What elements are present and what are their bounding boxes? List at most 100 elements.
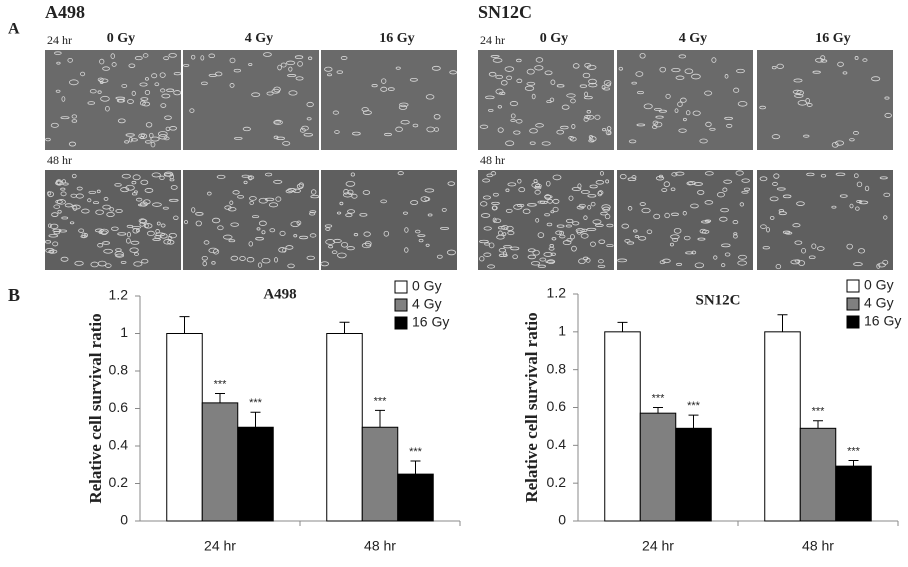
cell: [158, 133, 168, 140]
cell: [298, 182, 304, 188]
legend-label: 16 Gy: [412, 314, 449, 330]
cell: [224, 205, 232, 210]
cell: [510, 118, 516, 122]
cell: [529, 141, 536, 145]
cell: [150, 136, 160, 142]
cell: [587, 204, 592, 210]
x-tick-label: 24 hr: [204, 538, 236, 554]
cell: [139, 201, 148, 207]
cell: [479, 256, 485, 262]
cell: [516, 203, 525, 208]
cell: [52, 228, 62, 232]
cell: [663, 181, 670, 188]
cell: [583, 96, 593, 100]
cell: [858, 200, 869, 205]
cell: [131, 90, 136, 96]
y-axis-label: Relative cell survival ratio: [86, 313, 105, 503]
cell: [397, 171, 404, 176]
cell: [672, 237, 679, 242]
error-bar: [813, 420, 823, 429]
cell: [441, 207, 447, 212]
cell: [801, 248, 807, 254]
cell: [842, 71, 848, 75]
cell: [61, 216, 69, 220]
bar: [237, 426, 274, 522]
cell: [58, 229, 68, 233]
cell: [247, 175, 255, 180]
cell: [501, 225, 509, 231]
cell: [883, 192, 891, 197]
cell: [598, 259, 604, 264]
cell: [534, 65, 544, 71]
cell: [806, 103, 813, 107]
cell: [380, 199, 387, 204]
cell: [497, 127, 504, 133]
cell: [820, 59, 828, 63]
cell: [163, 136, 170, 141]
cell: [169, 173, 175, 180]
cell: [480, 213, 491, 218]
cell: [719, 216, 728, 222]
bar: [835, 465, 872, 522]
cell: [74, 260, 84, 266]
cell: [169, 126, 178, 131]
cell: [723, 179, 733, 184]
cell: [295, 76, 304, 81]
cell: [535, 183, 542, 188]
cell: [230, 255, 239, 261]
cell: [60, 191, 67, 197]
cell: [509, 101, 519, 107]
cell: [287, 263, 295, 269]
cell: [103, 196, 109, 201]
cell: [690, 203, 699, 209]
cell: [282, 141, 291, 146]
cell: [140, 179, 149, 185]
cell: [350, 172, 355, 177]
cell: [161, 93, 171, 99]
cell: [634, 235, 639, 238]
cell: [324, 224, 333, 228]
cell: [655, 175, 665, 181]
cell: [140, 133, 145, 138]
cell: [83, 232, 88, 238]
cell: [134, 252, 139, 256]
cell: [436, 254, 443, 259]
cell: [598, 239, 606, 244]
cell: [852, 131, 859, 135]
legend-swatch: [846, 279, 860, 293]
cell: [130, 240, 140, 245]
cell: [674, 108, 679, 114]
cell: [144, 188, 154, 193]
cell: [653, 213, 661, 220]
cell: [785, 231, 793, 235]
cell: [724, 252, 731, 257]
cell: [592, 219, 602, 225]
cell: [675, 75, 685, 80]
bar: [675, 427, 712, 522]
cell: [671, 172, 678, 177]
cell: [362, 110, 372, 115]
cell: [685, 110, 691, 116]
cell: [676, 262, 683, 266]
cell: [60, 256, 69, 262]
cell: [590, 201, 596, 207]
cell: [207, 191, 212, 196]
cell: [692, 110, 701, 116]
cell: [522, 208, 531, 214]
cell: [556, 129, 565, 135]
bar: [361, 426, 399, 522]
legend-swatch: [846, 315, 860, 329]
cell: [516, 78, 523, 84]
cell: [125, 133, 135, 137]
cell: [214, 71, 223, 77]
cell: [266, 91, 274, 96]
cell: [535, 123, 544, 128]
cell: [71, 173, 77, 179]
cell: [524, 85, 535, 91]
cell: [835, 140, 845, 146]
cell: [584, 115, 591, 119]
cell: [527, 248, 536, 253]
cell: [120, 187, 130, 193]
cell: [425, 243, 430, 247]
cell: [195, 212, 204, 216]
